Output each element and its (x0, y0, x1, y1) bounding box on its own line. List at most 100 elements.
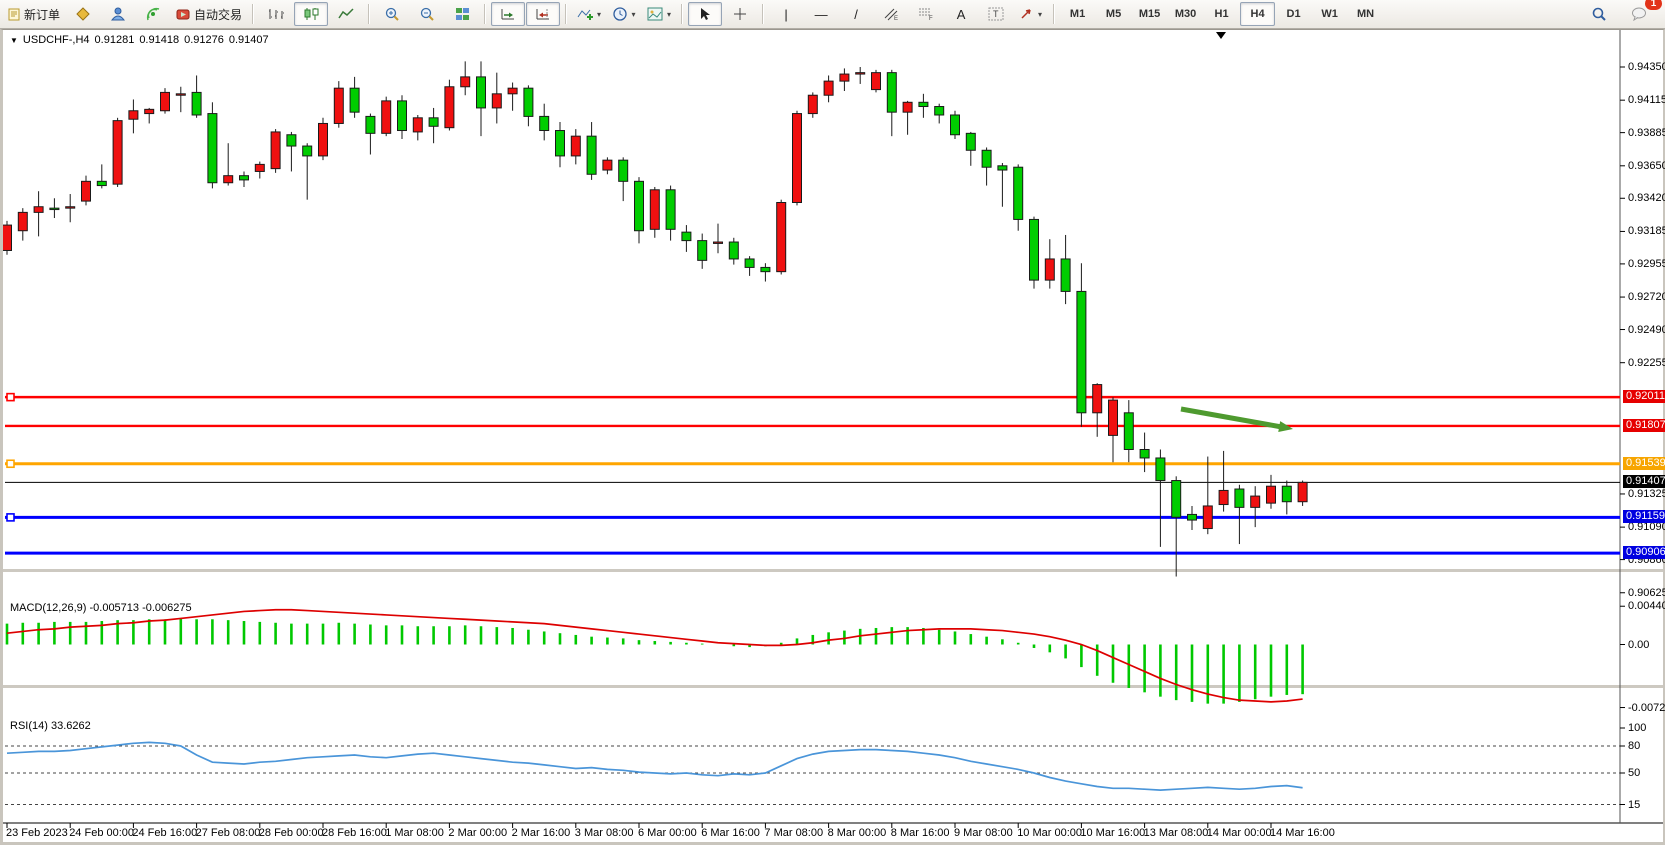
price-badge-0.91807: 0.91807 (1623, 418, 1665, 432)
candle-body (381, 100, 392, 134)
cursor-button[interactable] (688, 2, 723, 26)
zoom-out-button[interactable] (410, 2, 444, 26)
hline-anchor-marker[interactable] (6, 392, 15, 402)
time-axis-label: 2 Mar 16:00 (511, 827, 571, 839)
fibonacci-tool-button[interactable]: F (909, 2, 943, 26)
timeframe-d1-button[interactable]: D1 (1276, 2, 1311, 26)
horizontal-line-icon: — (814, 6, 828, 22)
price-axis-tick-label: 0.90625 (1628, 586, 1665, 599)
timeframe-m15-button[interactable]: M15 (1132, 2, 1167, 26)
hline-anchor-marker[interactable] (6, 513, 15, 522)
candle-body (286, 134, 297, 147)
time-axis-label: 6 Mar 16:00 (701, 827, 760, 839)
trend-arrow-object[interactable] (1180, 406, 1284, 430)
price-axis-tick-label: 0.93650 (1628, 159, 1665, 172)
candle-body (1076, 290, 1087, 414)
signals-icon (146, 7, 161, 21)
new-order-label: 新订单 (24, 7, 61, 22)
candle-body (49, 207, 60, 211)
signals-button[interactable] (136, 2, 170, 26)
text-tool-button[interactable]: A (944, 2, 978, 26)
candle-body (175, 93, 186, 96)
timeframe-h4-button[interactable]: H4 (1240, 2, 1276, 26)
candle-body (476, 76, 486, 109)
vertical-line-tool-button[interactable]: | (769, 2, 803, 26)
hline-anchor-marker[interactable] (6, 459, 15, 469)
timeframe-label: M5 (1105, 8, 1122, 20)
timeframe-m5-button[interactable]: M5 (1096, 2, 1131, 26)
chat-notifications-button[interactable]: 1 (1622, 0, 1662, 26)
candle-body (1029, 218, 1039, 281)
tile-windows-button[interactable] (445, 2, 479, 26)
arrows-tool-button[interactable]: ▾ (1014, 2, 1048, 26)
candle-body (523, 87, 534, 117)
timeframe-m30-button[interactable]: M30 (1168, 2, 1203, 26)
candle-body (1281, 485, 1292, 503)
candle-body (1155, 457, 1166, 482)
candle-body (1266, 485, 1276, 504)
time-axis-label: 27 Feb 08:00 (195, 827, 261, 839)
timeframe-h1-button[interactable]: H1 (1204, 2, 1239, 26)
autotrading-button[interactable]: 自动交易 (171, 2, 247, 26)
search-button[interactable] (1582, 2, 1616, 26)
candle-body (886, 72, 897, 113)
price-axis-tick-label: 0.94350 (1628, 61, 1665, 73)
autotrading-icon (176, 7, 191, 21)
candle-body (254, 163, 265, 172)
chart-canvas[interactable] (3, 30, 1663, 840)
line-chart-button[interactable] (329, 2, 363, 26)
price-axis-tick-label: 0.91325 (1628, 487, 1665, 500)
rsi-indicator-label: RSI(14) 33.6262 (10, 720, 91, 732)
macd-values: -0.005713 -0.006275 (89, 602, 192, 614)
indicators-button[interactable]: ▾ (572, 2, 606, 26)
timeframe-w1-button[interactable]: W1 (1312, 2, 1347, 26)
price-axis-tick-label: 0.92490 (1628, 323, 1665, 336)
svg-text:F: F (929, 16, 933, 21)
macd-axis-label: -0.007249 (1628, 701, 1665, 714)
new-order-button[interactable]: 新订单 (3, 2, 65, 26)
candle-body (586, 135, 597, 175)
line-chart-icon (338, 7, 354, 21)
channel-tool-button[interactable]: E (874, 2, 908, 26)
candle-body (444, 86, 455, 129)
label-tool-button[interactable]: T (979, 2, 1013, 26)
candle-body (1108, 399, 1118, 436)
chart-shift-button[interactable] (526, 2, 561, 26)
rsi-value: 33.6262 (50, 720, 91, 732)
time-axis-label: 9 Mar 08:00 (954, 827, 1013, 839)
vertical-line-icon: | (784, 6, 788, 22)
zoom-in-button[interactable] (375, 2, 409, 26)
time-axis-label: 10 Mar 00:00 (1017, 827, 1083, 839)
time-axis-label: 24 Feb 16:00 (132, 827, 198, 839)
rsi-name: RSI(14) (10, 720, 48, 732)
trendline-tool-button[interactable]: / (839, 2, 873, 26)
time-axis-label: 14 Mar 00:00 (1206, 827, 1272, 839)
crosshair-icon (733, 7, 747, 21)
periods-button[interactable]: ▾ (607, 2, 641, 26)
rsi-axis-label: 80 (1628, 740, 1641, 752)
time-axis-label: 6 Mar 00:00 (638, 827, 697, 839)
symbol-period-label: USDCHF-,H4 (22, 34, 90, 46)
chart-shift-icon (535, 7, 551, 21)
periods-clock-icon (612, 7, 628, 21)
candlestick-chart-button[interactable] (294, 2, 329, 26)
horizontal-line-tool-button[interactable]: — (804, 2, 838, 26)
community-button[interactable] (101, 2, 135, 26)
auto-scroll-button[interactable] (491, 2, 526, 26)
candle-body (902, 101, 913, 113)
price-badge-0.90906: 0.90906 (1623, 546, 1665, 560)
toolbar-separator (681, 4, 684, 24)
bar-chart-button[interactable] (259, 2, 293, 26)
candle-body (871, 72, 881, 91)
profiles-button[interactable] (66, 2, 100, 26)
candle-body (1044, 258, 1055, 281)
timeframe-m1-button[interactable]: M1 (1060, 2, 1095, 26)
timeframe-label: M1 (1069, 8, 1086, 20)
chart-title: ▼ USDCHF-,H4 0.91281 0.91418 0.91276 0.9… (10, 34, 269, 46)
main-toolbar: 新订单 自动交易 (0, 0, 1665, 29)
timeframe-mn-button[interactable]: MN (1348, 2, 1383, 26)
crosshair-button[interactable] (723, 2, 757, 26)
community-person-icon (110, 7, 126, 21)
candle-body (96, 180, 107, 187)
templates-button[interactable]: ▾ (642, 2, 676, 26)
